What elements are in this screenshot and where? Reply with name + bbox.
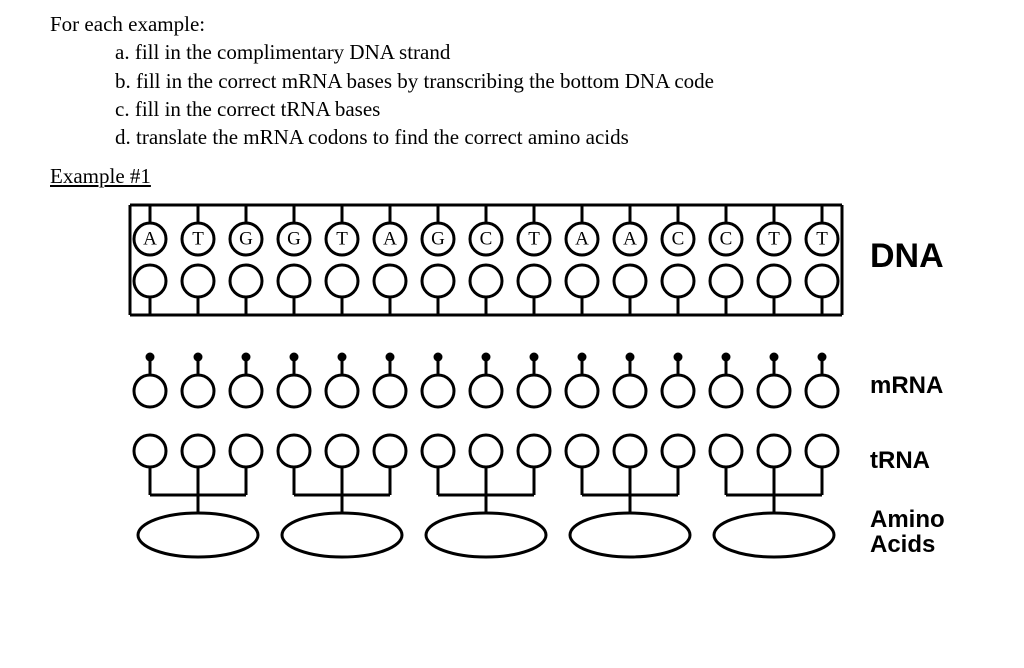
instr-b: b. fill in the correct mRNA bases by tra…	[50, 67, 974, 95]
svg-text:G: G	[431, 228, 445, 249]
svg-text:C: C	[672, 228, 685, 249]
example-title: Example #1	[50, 164, 974, 189]
instr-d: d. translate the mRNA codons to find the…	[50, 123, 974, 151]
label-amino-acids: Amino Acids	[870, 507, 945, 557]
svg-text:T: T	[768, 228, 780, 249]
svg-text:G: G	[287, 228, 301, 249]
label-amino-line2: Acids	[870, 531, 935, 558]
label-mrna: mRNA	[870, 372, 943, 400]
svg-text:T: T	[816, 228, 828, 249]
diagram: A T G G T A G C T A A C C T T DNA mRNA tRNA Amino Acid…	[120, 197, 1000, 567]
svg-text:T: T	[336, 228, 348, 249]
svg-text:T: T	[192, 228, 204, 249]
svg-text:A: A	[383, 228, 397, 249]
svg-text:C: C	[720, 228, 733, 249]
svg-text:A: A	[623, 228, 637, 249]
instr-lead: For each example:	[50, 10, 974, 38]
svg-text:G: G	[239, 228, 253, 249]
label-trna: tRNA	[870, 447, 930, 475]
svg-text:A: A	[143, 228, 157, 249]
instructions-block: For each example: a. fill in the complim…	[50, 10, 974, 152]
svg-text:A: A	[575, 228, 589, 249]
svg-text:C: C	[480, 228, 493, 249]
instr-c: c. fill in the correct tRNA bases	[50, 95, 974, 123]
svg-text:T: T	[528, 228, 540, 249]
label-dna: DNA	[870, 237, 944, 276]
instr-a: a. fill in the complimentary DNA strand	[50, 38, 974, 66]
label-amino-line1: Amino	[870, 506, 945, 533]
